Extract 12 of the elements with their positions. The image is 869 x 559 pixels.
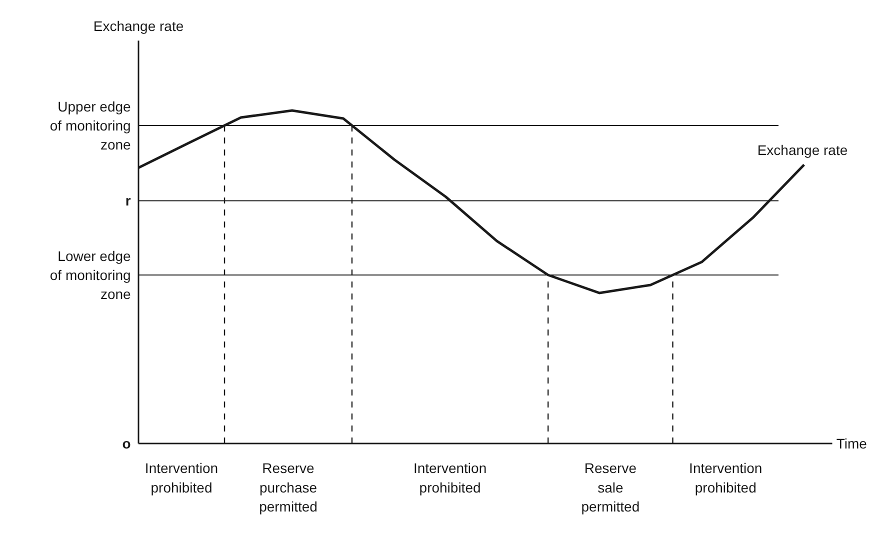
text: Intervention prohibited: [413, 460, 487, 496]
text: Reserve sale permitted: [581, 460, 640, 515]
ref-line-label: r: [125, 192, 132, 209]
text: Intervention prohibited: [689, 460, 762, 496]
text: Intervention prohibited: [144, 460, 218, 496]
text: Reserve purchase permitted: [259, 460, 318, 515]
text: Exchange rate: [93, 18, 184, 34]
x-axis-title: Time: [836, 436, 868, 452]
ref-line-label: Upper edge of monitoring zone: [50, 98, 132, 153]
series-label: Exchange rate: [757, 142, 848, 158]
text: o: [122, 436, 131, 452]
ref-line-label: Lower edge of monitoring zone: [50, 248, 132, 302]
